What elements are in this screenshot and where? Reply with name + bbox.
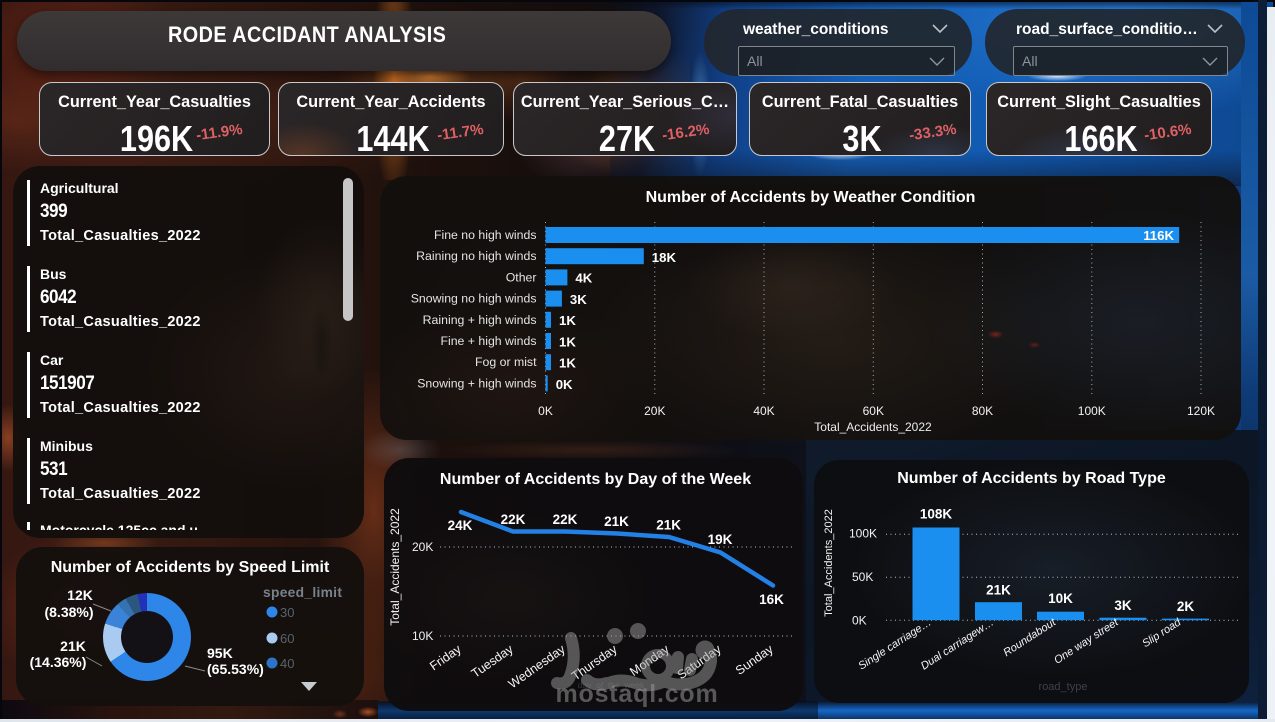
svg-text:100K: 100K [849,527,877,541]
svg-text:Snowing + high winds: Snowing + high winds [417,376,536,390]
svg-text:Fog or mist: Fog or mist [475,355,537,369]
svg-text:Tuesday: Tuesday [469,642,517,681]
svg-text:Total_Accidents_2022: Total_Accidents_2022 [823,509,835,617]
svg-text:3K: 3K [1114,598,1132,613]
svg-text:16K: 16K [759,592,784,607]
svg-text:10K: 10K [412,629,433,643]
svg-text:Other: Other [506,270,537,284]
svg-text:Fine no high winds: Fine no high winds [434,228,537,242]
svg-text:20K: 20K [412,540,433,554]
svg-text:30: 30 [280,605,294,620]
svg-text:Raining + high winds: Raining + high winds [423,313,537,327]
svg-text:12K: 12K [67,587,93,603]
svg-text:Snowing no high winds: Snowing no high winds [411,292,537,306]
svg-text:(65.53%): (65.53%) [207,661,264,677]
svg-text:19K: 19K [708,532,733,547]
svg-text:21K: 21K [986,583,1011,598]
svg-text:108K: 108K [920,507,953,522]
svg-text:18K: 18K [652,250,677,265]
svg-text:Raining no high winds: Raining no high winds [416,249,536,263]
svg-text:Slip road: Slip road [1140,616,1184,650]
svg-text:2K: 2K [1177,599,1195,614]
svg-text:4K: 4K [575,271,592,286]
svg-text:50K: 50K [852,570,873,584]
svg-text:1K: 1K [559,335,576,350]
svg-text:3K: 3K [570,292,587,307]
svg-text:Sunday: Sunday [733,642,776,678]
svg-text:100K: 100K [1078,404,1106,418]
svg-text:120K: 120K [1187,404,1215,418]
svg-text:road_type: road_type [1039,681,1088,693]
svg-text:21K: 21K [656,518,681,533]
svg-text:One way street: One way street [1052,616,1121,667]
svg-text:22K: 22K [553,512,578,527]
svg-text:21K: 21K [604,514,629,529]
svg-text:10K: 10K [1048,591,1073,606]
svg-text:22K: 22K [501,512,526,527]
svg-text:0K: 0K [556,377,573,392]
svg-text:Friday: Friday [427,642,464,674]
svg-text:(14.36%): (14.36%) [30,654,87,670]
svg-text:Total_Accidents_2022: Total_Accidents_2022 [814,420,932,434]
svg-text:speed_limit: speed_limit [263,585,342,600]
svg-text:40K: 40K [753,404,774,418]
svg-text:1K: 1K [559,313,576,328]
svg-text:(8.38%): (8.38%) [44,604,93,620]
svg-text:0K: 0K [538,404,553,418]
svg-text:1K: 1K [559,356,576,371]
svg-text:Roundabout: Roundabout [1001,616,1059,659]
svg-text:20K: 20K [644,404,665,418]
svg-text:80K: 80K [972,404,993,418]
svg-text:24K: 24K [448,518,473,533]
svg-text:0K: 0K [852,614,867,628]
svg-text:Fine + high winds: Fine + high winds [440,334,536,348]
svg-text:60K: 60K [863,404,884,418]
svg-text:40: 40 [280,656,294,671]
svg-text:60: 60 [280,631,294,646]
svg-text:116K: 116K [1143,228,1174,243]
svg-text:Total_Accidents_2022: Total_Accidents_2022 [388,508,402,626]
svg-text:95K: 95K [207,645,233,661]
svg-text:21K: 21K [60,638,86,654]
